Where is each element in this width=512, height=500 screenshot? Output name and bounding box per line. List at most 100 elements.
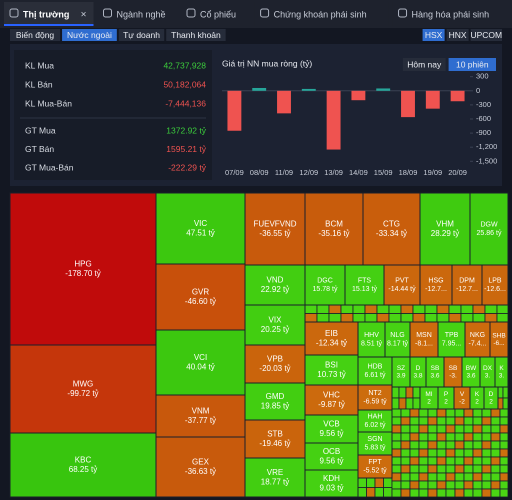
tab[interactable] (181, 2, 251, 26)
treemap-cell[interactable] (494, 356, 509, 388)
small-cell (490, 480, 501, 490)
treemap-cell[interactable] (451, 264, 483, 306)
treemap-cell[interactable] (304, 354, 359, 386)
small-cell (412, 304, 426, 314)
subtab-label[interactable]: Tự doanh (123, 30, 160, 40)
treemap-cell[interactable] (9, 344, 157, 434)
tab[interactable] (4, 2, 94, 26)
cell-name: MWG (73, 379, 93, 388)
subtab[interactable] (10, 29, 61, 41)
small-cell (418, 480, 429, 490)
period-button[interactable] (402, 58, 446, 71)
treemap-cell[interactable] (304, 192, 364, 266)
treemap-cell[interactable] (9, 432, 157, 498)
exchange-button[interactable] (470, 29, 502, 41)
small-cell (499, 432, 509, 442)
x-tick-label: 12/09 (299, 168, 318, 177)
cell-value: -12.7... (425, 286, 447, 293)
cell-value: 6.61 tỷ (364, 372, 386, 379)
small-cell (391, 448, 402, 458)
treemap-cell[interactable] (384, 321, 411, 358)
subtab[interactable] (166, 29, 226, 41)
exchange-button[interactable] (446, 29, 469, 41)
treemap-cell[interactable] (304, 442, 359, 471)
tab-label[interactable]: Thị trường (23, 9, 69, 19)
treemap-cell[interactable] (344, 264, 385, 306)
small-cell (454, 416, 465, 426)
treemap-cell[interactable] (155, 263, 246, 331)
treemap-cell[interactable] (357, 384, 393, 411)
small-cell (427, 472, 438, 482)
cell-value: 47.51 tỷ (186, 228, 214, 237)
small-cell (463, 416, 474, 426)
period-label[interactable]: 10 phiên (456, 59, 489, 69)
cell-value: 3.6 (430, 373, 439, 380)
treemap-cell[interactable] (155, 329, 246, 396)
subtab[interactable] (118, 29, 165, 41)
treemap-cell[interactable] (469, 192, 509, 266)
treemap-cell[interactable] (481, 264, 509, 306)
cell-name: MSN (416, 332, 432, 339)
treemap-cell[interactable] (483, 386, 499, 410)
small-cell (383, 487, 393, 498)
tab-label[interactable]: Hàng hóa phái sinh (412, 9, 490, 19)
tab[interactable] (97, 2, 178, 26)
exchange-label[interactable]: HNX (449, 30, 467, 40)
exchange-label[interactable]: HSX (425, 30, 443, 40)
period-button[interactable] (448, 58, 496, 71)
treemap-cell[interactable] (383, 264, 421, 306)
tab-label[interactable]: Cổ phiếu (200, 9, 236, 19)
stat-value: 50,182,064 (163, 79, 206, 89)
small-cell (490, 456, 501, 466)
cell-value: -2 (459, 399, 465, 406)
small-cell (409, 456, 420, 466)
treemap-cell[interactable] (409, 321, 439, 358)
bar (401, 90, 415, 118)
treemap-cell[interactable] (419, 192, 471, 266)
treemap-cell[interactable] (244, 344, 306, 384)
cell-value: 3.8 (413, 373, 422, 380)
exchange-button[interactable] (422, 29, 445, 41)
treemap-cell[interactable] (244, 457, 306, 498)
small-cell (472, 480, 483, 490)
tab[interactable] (254, 2, 389, 26)
treemap-cell[interactable] (357, 356, 393, 386)
treemap-cell[interactable] (419, 264, 453, 306)
small-cell (484, 313, 498, 323)
period-label[interactable]: Hôm nay (407, 59, 442, 69)
tab-label[interactable]: Chứng khoán phái sinh (274, 9, 367, 19)
small-cell (427, 448, 438, 458)
treemap-cell[interactable] (155, 436, 246, 498)
cell-name: HHV (364, 332, 379, 339)
small-cell (463, 488, 474, 498)
exchange-label[interactable]: UPCOM (470, 30, 502, 40)
cell-name: VIC (194, 219, 208, 228)
tab[interactable] (392, 2, 512, 26)
cell-value: -9.87 tỷ (318, 400, 345, 409)
tab-label[interactable]: Ngành nghề (117, 9, 166, 19)
treemap-cell[interactable] (9, 192, 157, 346)
treemap-cell[interactable] (304, 469, 359, 498)
subtab-label[interactable]: Thanh khoản (171, 30, 221, 40)
small-cell (463, 448, 474, 458)
treemap-cell[interactable] (304, 264, 346, 306)
subtab-label[interactable]: Nước ngoài (67, 30, 112, 40)
small-cell (436, 440, 447, 450)
subtab-label[interactable]: Biến động (16, 30, 55, 40)
cell-name: EIB (325, 329, 338, 338)
treemap-cell[interactable] (155, 192, 246, 265)
small-cell (472, 304, 486, 314)
cell-value: 15.13 tỷ (352, 286, 377, 293)
small-cell (418, 440, 429, 450)
tab-close[interactable]: × (81, 10, 87, 21)
treemap-cell[interactable] (304, 384, 359, 416)
cell-value: -46.60 tỷ (185, 297, 216, 306)
treemap-cell[interactable] (357, 321, 386, 358)
treemap-cell[interactable] (357, 454, 393, 479)
treemap-cell[interactable] (244, 304, 306, 346)
treemap-cell[interactable] (464, 321, 491, 358)
treemap-cell[interactable] (437, 321, 466, 358)
cell-value: 8.17 tỷ (387, 341, 409, 348)
subtab[interactable] (62, 29, 117, 41)
cell-name: P (444, 391, 448, 398)
